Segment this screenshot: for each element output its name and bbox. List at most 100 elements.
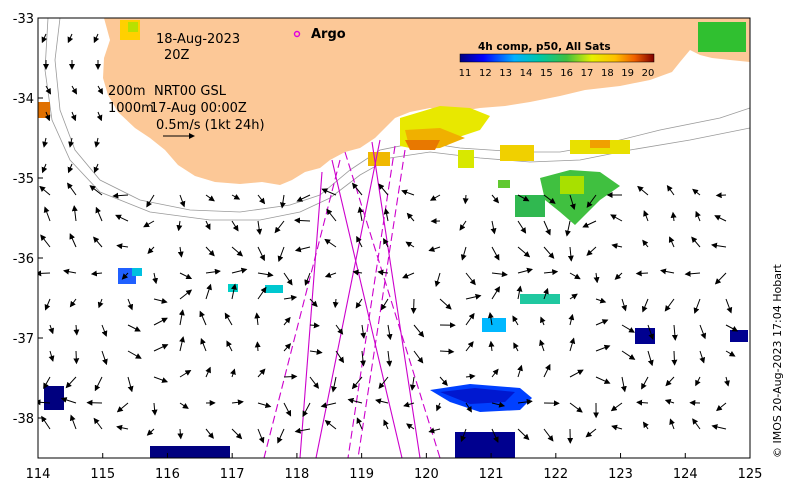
current-vector xyxy=(127,350,142,359)
current-vector xyxy=(666,184,675,196)
current-vector xyxy=(569,369,584,378)
y-tick-label: -35 xyxy=(13,172,34,187)
current-vector xyxy=(331,376,337,393)
current-vector xyxy=(101,324,108,337)
current-vector xyxy=(664,399,675,405)
current-vector xyxy=(714,272,727,285)
current-vector xyxy=(320,402,337,409)
current-vector xyxy=(321,188,337,196)
current-vector xyxy=(60,397,77,404)
current-vector xyxy=(642,239,649,248)
current-vector xyxy=(257,368,266,378)
current-vector xyxy=(465,341,474,352)
current-vector xyxy=(151,402,158,416)
current-vector xyxy=(205,220,211,231)
current-vector xyxy=(351,376,363,390)
current-vector xyxy=(695,210,701,222)
current-vector xyxy=(231,220,239,232)
current-vector xyxy=(309,348,323,355)
current-vector xyxy=(569,402,583,413)
current-vector xyxy=(724,376,730,387)
current-vector xyxy=(386,324,393,341)
current-vector xyxy=(671,350,678,366)
current-vector xyxy=(569,272,581,280)
current-vector xyxy=(567,246,574,262)
current-vector xyxy=(517,194,530,202)
current-vector xyxy=(179,369,192,378)
current-vector xyxy=(63,268,77,275)
current-vector xyxy=(178,309,185,326)
current-vector xyxy=(725,298,733,314)
current-vector xyxy=(491,286,501,300)
current-vector xyxy=(586,246,597,256)
current-vector xyxy=(257,271,274,278)
colorbar-tick-label: 15 xyxy=(540,68,553,79)
current-vector xyxy=(543,220,551,236)
current-vector xyxy=(97,85,103,95)
current-vector xyxy=(45,85,51,95)
current-vector xyxy=(539,339,545,352)
sst-patches xyxy=(38,20,748,458)
current-vector xyxy=(294,217,311,224)
current-vector xyxy=(715,192,727,199)
current-vector xyxy=(153,317,168,326)
current-vector xyxy=(434,272,441,288)
current-vector xyxy=(351,182,363,196)
current-vector xyxy=(93,163,100,174)
current-vector xyxy=(569,194,576,211)
current-vector xyxy=(595,376,611,384)
current-vector xyxy=(665,376,675,387)
current-vector xyxy=(230,368,236,378)
current-vector xyxy=(121,272,129,280)
current-vector xyxy=(711,242,727,249)
current-vector xyxy=(283,316,291,326)
current-vector xyxy=(257,402,272,409)
current-vector xyxy=(459,220,467,231)
current-vector xyxy=(43,206,51,222)
current-vector xyxy=(647,324,655,341)
current-vector xyxy=(38,399,51,406)
current-vector xyxy=(488,340,495,352)
current-vector xyxy=(179,402,189,409)
current-vector xyxy=(257,194,266,205)
current-vector xyxy=(355,298,363,309)
current-vector xyxy=(684,270,701,277)
current-vector xyxy=(69,414,77,430)
current-vector xyxy=(491,401,506,408)
x-tick-label: 120 xyxy=(414,467,439,482)
x-tick-label: 122 xyxy=(543,467,568,482)
current-vector xyxy=(491,368,499,378)
current-vector xyxy=(356,235,363,248)
scale-label: 0.5m/s (1kt 24h) xyxy=(156,118,265,133)
current-vector xyxy=(179,194,186,208)
colorbar-ticks: 11 12 13 14 15 16 17 18 19 20 xyxy=(459,68,655,79)
current-vector xyxy=(116,243,129,250)
current-vector xyxy=(115,214,129,222)
current-vector xyxy=(465,293,482,300)
x-tick-label: 125 xyxy=(738,467,763,482)
current-vector xyxy=(595,319,609,326)
colorbar-tick-label: 17 xyxy=(581,68,594,79)
current-vector xyxy=(543,194,556,204)
current-vector xyxy=(324,238,337,248)
current-vector xyxy=(439,298,452,310)
current-vector xyxy=(67,163,74,174)
current-vector xyxy=(621,350,636,360)
current-vector xyxy=(283,402,292,417)
current-vector xyxy=(465,402,472,413)
current-vector xyxy=(611,243,623,249)
depth-1000m-label: 1000m xyxy=(108,101,154,116)
current-vector xyxy=(409,376,416,391)
current-vector xyxy=(309,298,318,308)
current-vector xyxy=(97,298,104,309)
current-vector xyxy=(699,324,707,340)
current-vector xyxy=(283,272,293,286)
current-vector xyxy=(41,163,48,174)
current-vector xyxy=(200,337,207,352)
current-vector xyxy=(153,376,169,383)
current-vector xyxy=(205,366,211,378)
current-vector xyxy=(43,376,51,390)
current-vector xyxy=(152,272,159,285)
current-vector xyxy=(569,293,578,300)
